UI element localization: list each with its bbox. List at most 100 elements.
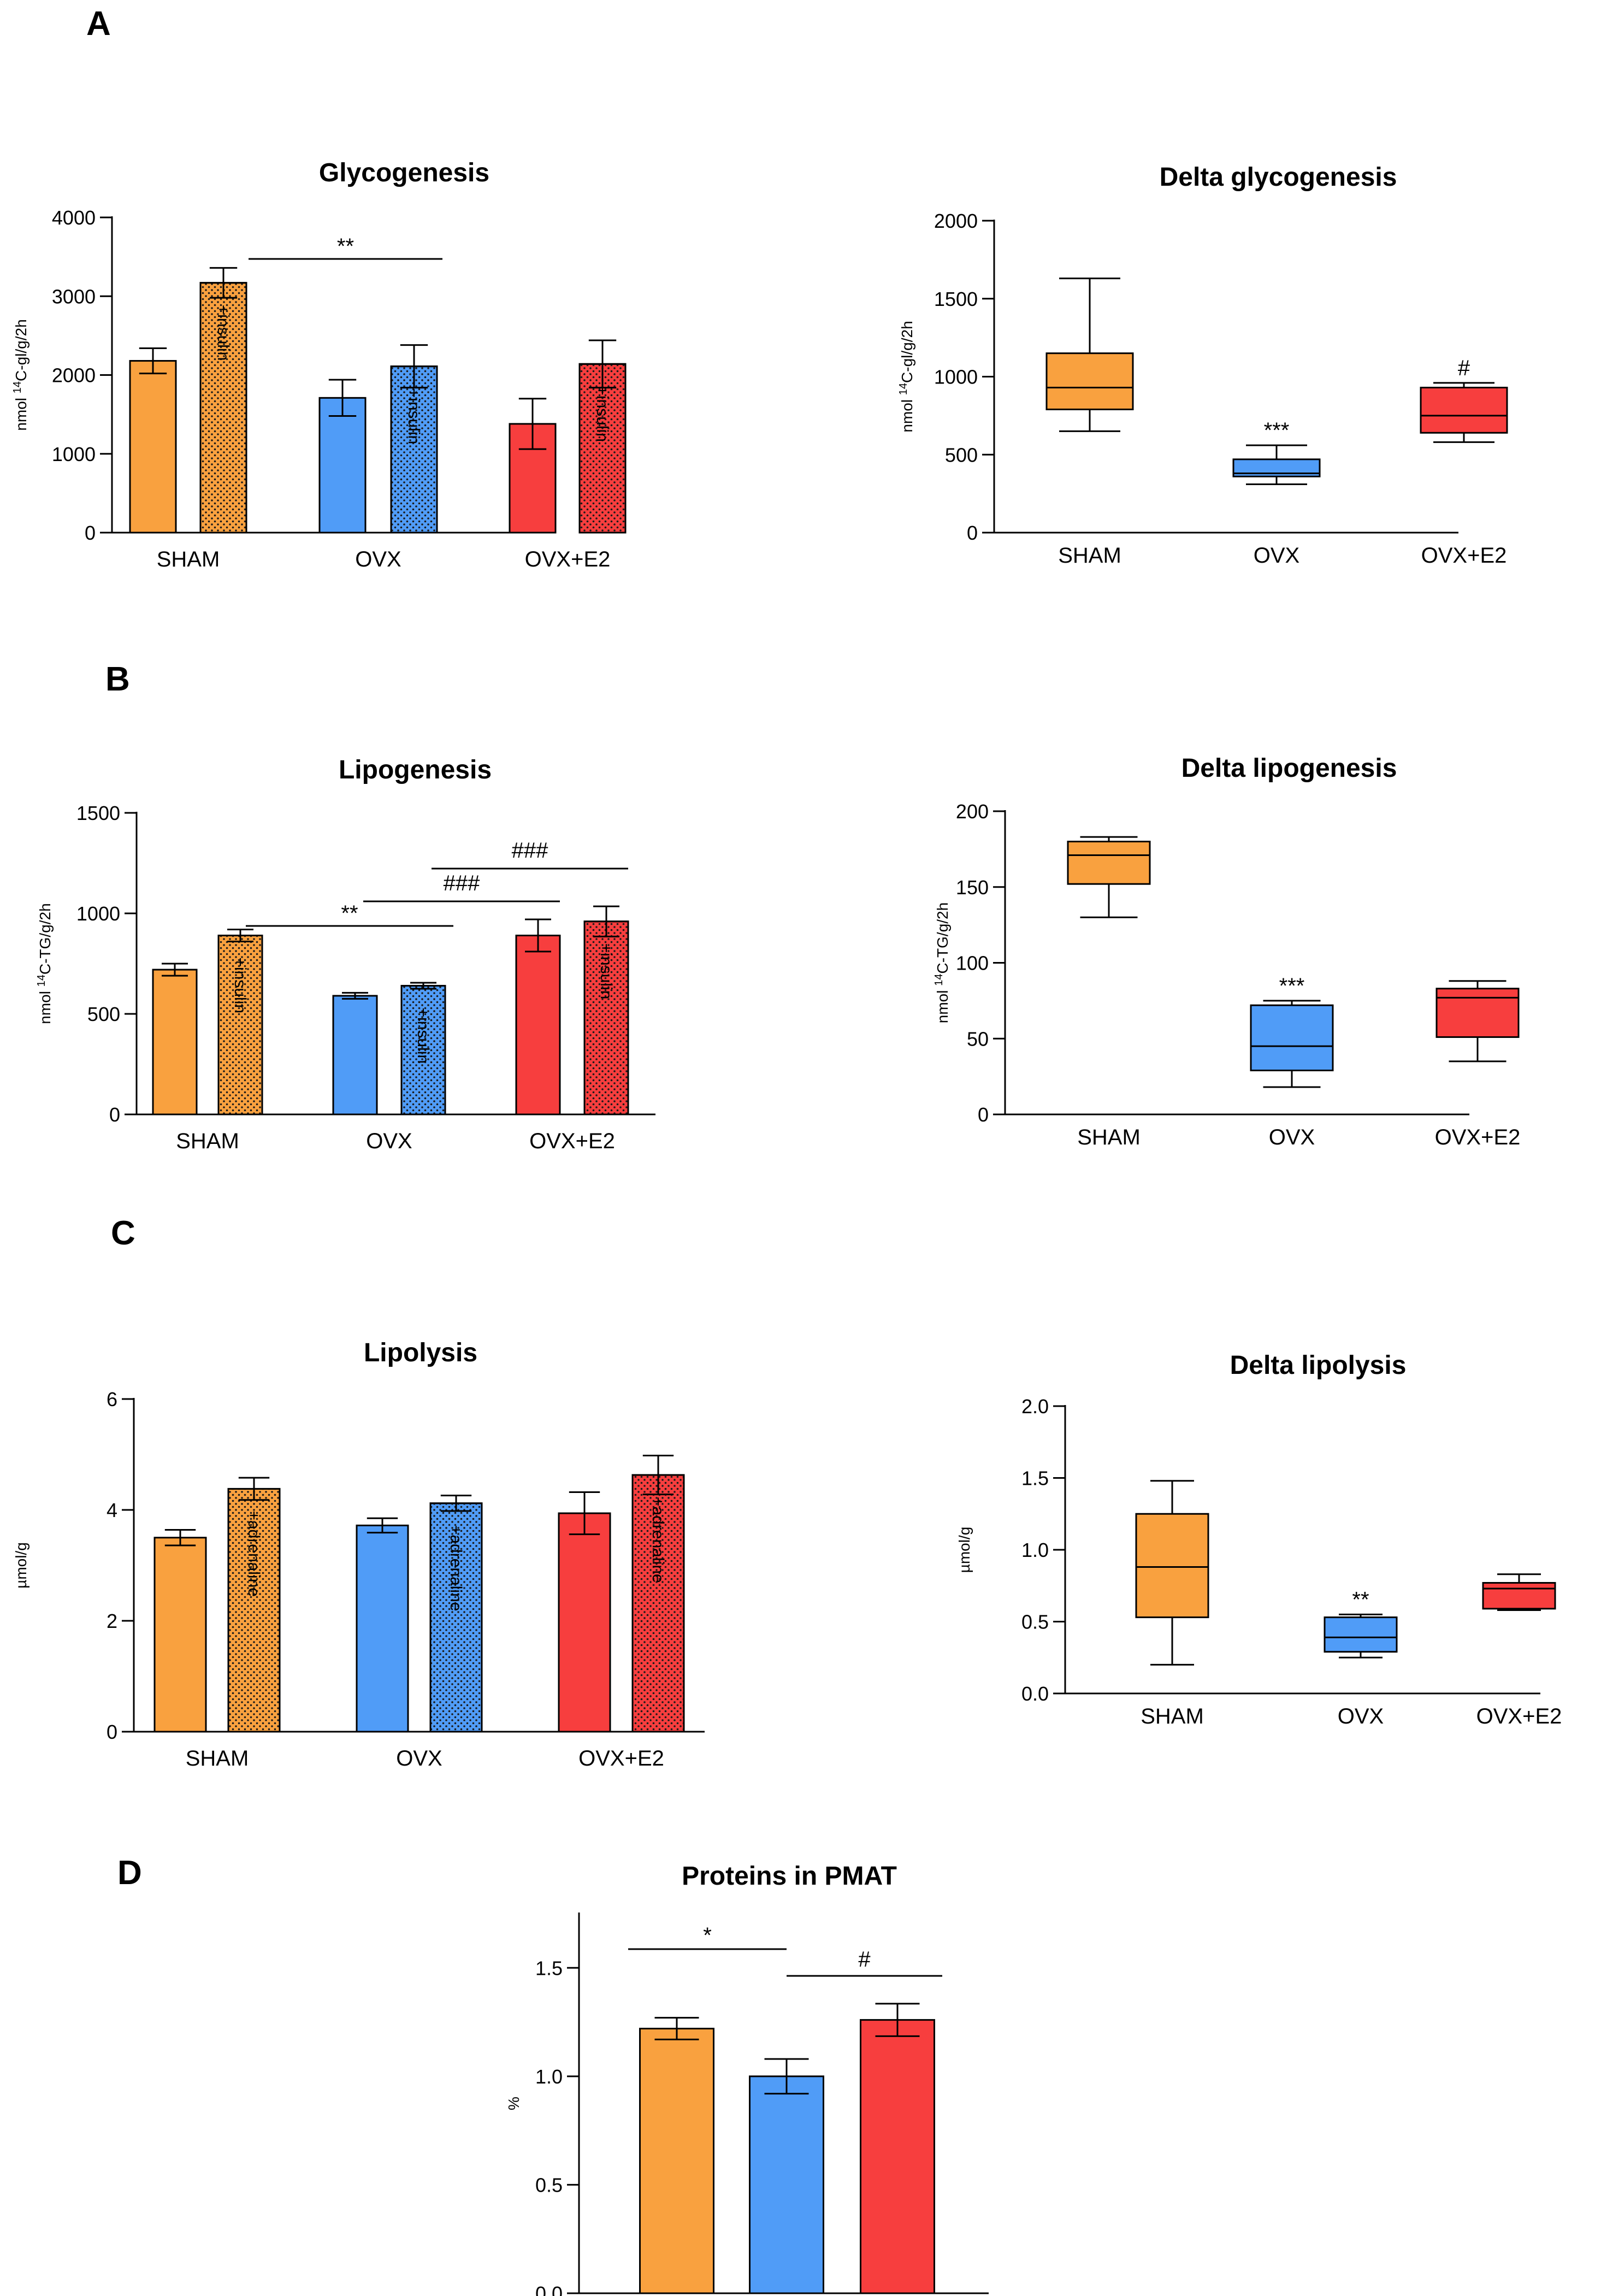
y-tick-label: 4 xyxy=(107,1499,117,1521)
y-tick-label: 2.0 xyxy=(1021,1395,1049,1418)
bar-pattern xyxy=(400,984,446,1115)
panel-label-a: A xyxy=(86,5,111,43)
y-tick-label: 4000 xyxy=(52,206,96,229)
chart-delta-glycogenesis: Delta glycogenesis 0 500 1000 1500 2000 nmol 1… xyxy=(897,163,1508,568)
bar-annotation: +adrenaline xyxy=(447,1525,465,1612)
x-category-label: SHAM xyxy=(1077,1125,1141,1149)
y-axis-label: nmol 14C-TG/g/2h xyxy=(36,903,54,1024)
bar-annotation: +insulin xyxy=(405,388,423,445)
bar-pattern xyxy=(578,363,627,534)
x-category-label: OVX xyxy=(366,1129,412,1153)
y-axis-label: µmol/g xyxy=(956,1527,973,1573)
y-tick-label: 0.0 xyxy=(1021,1683,1049,1705)
y-tick-label: 500 xyxy=(945,444,978,466)
y-tick-label: 0 xyxy=(109,1103,120,1126)
y-tick-label: 0 xyxy=(85,522,96,544)
chart-delta-lipogenesis: Delta lipogenesis 0 50 100 150 200 nmol 14C-TG… xyxy=(933,754,1520,1149)
y-tick-label: 1000 xyxy=(934,366,978,388)
y-tick-label: 1000 xyxy=(76,902,120,925)
bar-ovx-value xyxy=(749,2075,824,2294)
x-category-label: OVX xyxy=(1254,544,1299,568)
y-tick-label: 1.5 xyxy=(535,1957,563,1979)
bar-pattern xyxy=(429,1502,483,1733)
significance-label: ### xyxy=(444,871,480,895)
box-ovx+e2 xyxy=(1482,1581,1556,1610)
y-tick-label: 0 xyxy=(967,522,978,544)
y-tick-label: 1.0 xyxy=(535,2065,563,2088)
bar-sham-basal xyxy=(129,360,177,534)
chart-title: Delta lipolysis xyxy=(1230,1351,1407,1380)
y-axis-label: nmol 14C-gl/g/2h xyxy=(897,321,915,432)
bar-annotation: +insulin xyxy=(231,957,249,1013)
bar-annotation: +insulin xyxy=(593,386,611,442)
x-category-label: OVX+E2 xyxy=(1421,544,1507,568)
significance-mark: *** xyxy=(1264,418,1290,442)
bar-ovx-basal xyxy=(318,397,367,534)
x-category-label: OVX+E2 xyxy=(529,1129,615,1153)
bar-pattern xyxy=(199,282,247,534)
y-tick-label: 2000 xyxy=(934,210,978,232)
y-axis-label: nmol 14C-TG/g/2h xyxy=(933,902,951,1023)
y-tick-label: 0 xyxy=(107,1721,117,1743)
significance-label: ** xyxy=(337,234,354,258)
bar-ovx-basal xyxy=(332,995,378,1115)
significance-label: * xyxy=(703,1923,712,1947)
chart-title: Delta glycogenesis xyxy=(1160,163,1397,192)
y-tick-label: 2 xyxy=(107,1610,117,1632)
chart-title: Proteins in PMAT xyxy=(682,1862,897,1891)
y-tick-label: 0 xyxy=(978,1103,989,1126)
x-category-label: OVX+E2 xyxy=(1435,1125,1521,1149)
y-tick-label: 1000 xyxy=(52,443,96,465)
bar-ovx-basal xyxy=(356,1524,409,1733)
x-category-label: OVX xyxy=(355,547,401,571)
significance-mark: *** xyxy=(1279,974,1305,998)
bar-annotation: +adrenaline xyxy=(649,1497,667,1583)
box-ovx xyxy=(1250,1004,1334,1072)
y-tick-label: 1500 xyxy=(76,802,120,824)
y-tick-label: 50 xyxy=(967,1028,989,1050)
bar-pattern xyxy=(631,1474,685,1733)
y-axis-label: nmol 14C-gl/g/2h xyxy=(11,319,29,430)
chart-lipolysis: Lipolysis 0 2 4 6 µmol/g +adrenaline +adrenalin… xyxy=(13,1338,705,1770)
y-tick-label: 6 xyxy=(107,1388,117,1410)
significance-label: # xyxy=(858,1947,871,1972)
box-sham xyxy=(1067,841,1151,885)
bar-sham-basal xyxy=(153,1537,207,1733)
box-sham xyxy=(1045,352,1134,410)
y-tick-label: 0.0 xyxy=(535,2282,563,2296)
y-tick-label: 150 xyxy=(956,876,989,899)
significance-mark: # xyxy=(1458,356,1470,380)
bar-pattern xyxy=(583,920,629,1115)
box-ovx+e2 xyxy=(1435,988,1520,1038)
x-category-label: OVX+E2 xyxy=(578,1746,664,1770)
panel-label-b: B xyxy=(105,660,130,698)
y-tick-label: 100 xyxy=(956,952,989,975)
y-tick-label: 200 xyxy=(956,800,989,823)
x-category-label: SHAM xyxy=(1141,1704,1204,1728)
y-axis-label: % xyxy=(505,2097,522,2110)
bar-annotation: +insulin xyxy=(214,305,232,361)
bar-sham-basal xyxy=(152,969,198,1115)
x-category-label: SHAM xyxy=(1058,544,1121,568)
x-category-label: OVX xyxy=(1269,1125,1315,1149)
x-category-label: SHAM xyxy=(157,547,220,571)
chart-title: Delta lipogenesis xyxy=(1181,754,1397,783)
bar-ovx+e2-value xyxy=(860,2019,935,2294)
x-category-label: SHAM xyxy=(186,1746,249,1770)
y-tick-label: 1500 xyxy=(934,288,978,310)
panel-label-d: D xyxy=(117,1854,142,1892)
significance-mark: ** xyxy=(1352,1587,1369,1612)
bar-pattern xyxy=(217,934,263,1115)
significance-label: ### xyxy=(512,839,548,863)
box-ovx+e2 xyxy=(1420,386,1508,434)
chart-title: Lipogenesis xyxy=(339,756,492,784)
y-tick-label: 0.5 xyxy=(535,2174,563,2196)
significance-label: ** xyxy=(341,901,358,925)
y-tick-label: 0.5 xyxy=(1021,1611,1049,1633)
chart-glycogenesis: Glycogenesis 0 1000 2000 3000 4000 nmol 14C-gl… xyxy=(11,158,627,571)
y-tick-label: 2000 xyxy=(52,364,96,387)
box-sham xyxy=(1135,1513,1209,1619)
chart-delta-lipolysis: Delta lipolysis 0.0 0.5 1.0 1.5 2.0 µmol/g SHAM… xyxy=(956,1351,1562,1728)
x-category-label: OVX xyxy=(396,1746,442,1770)
